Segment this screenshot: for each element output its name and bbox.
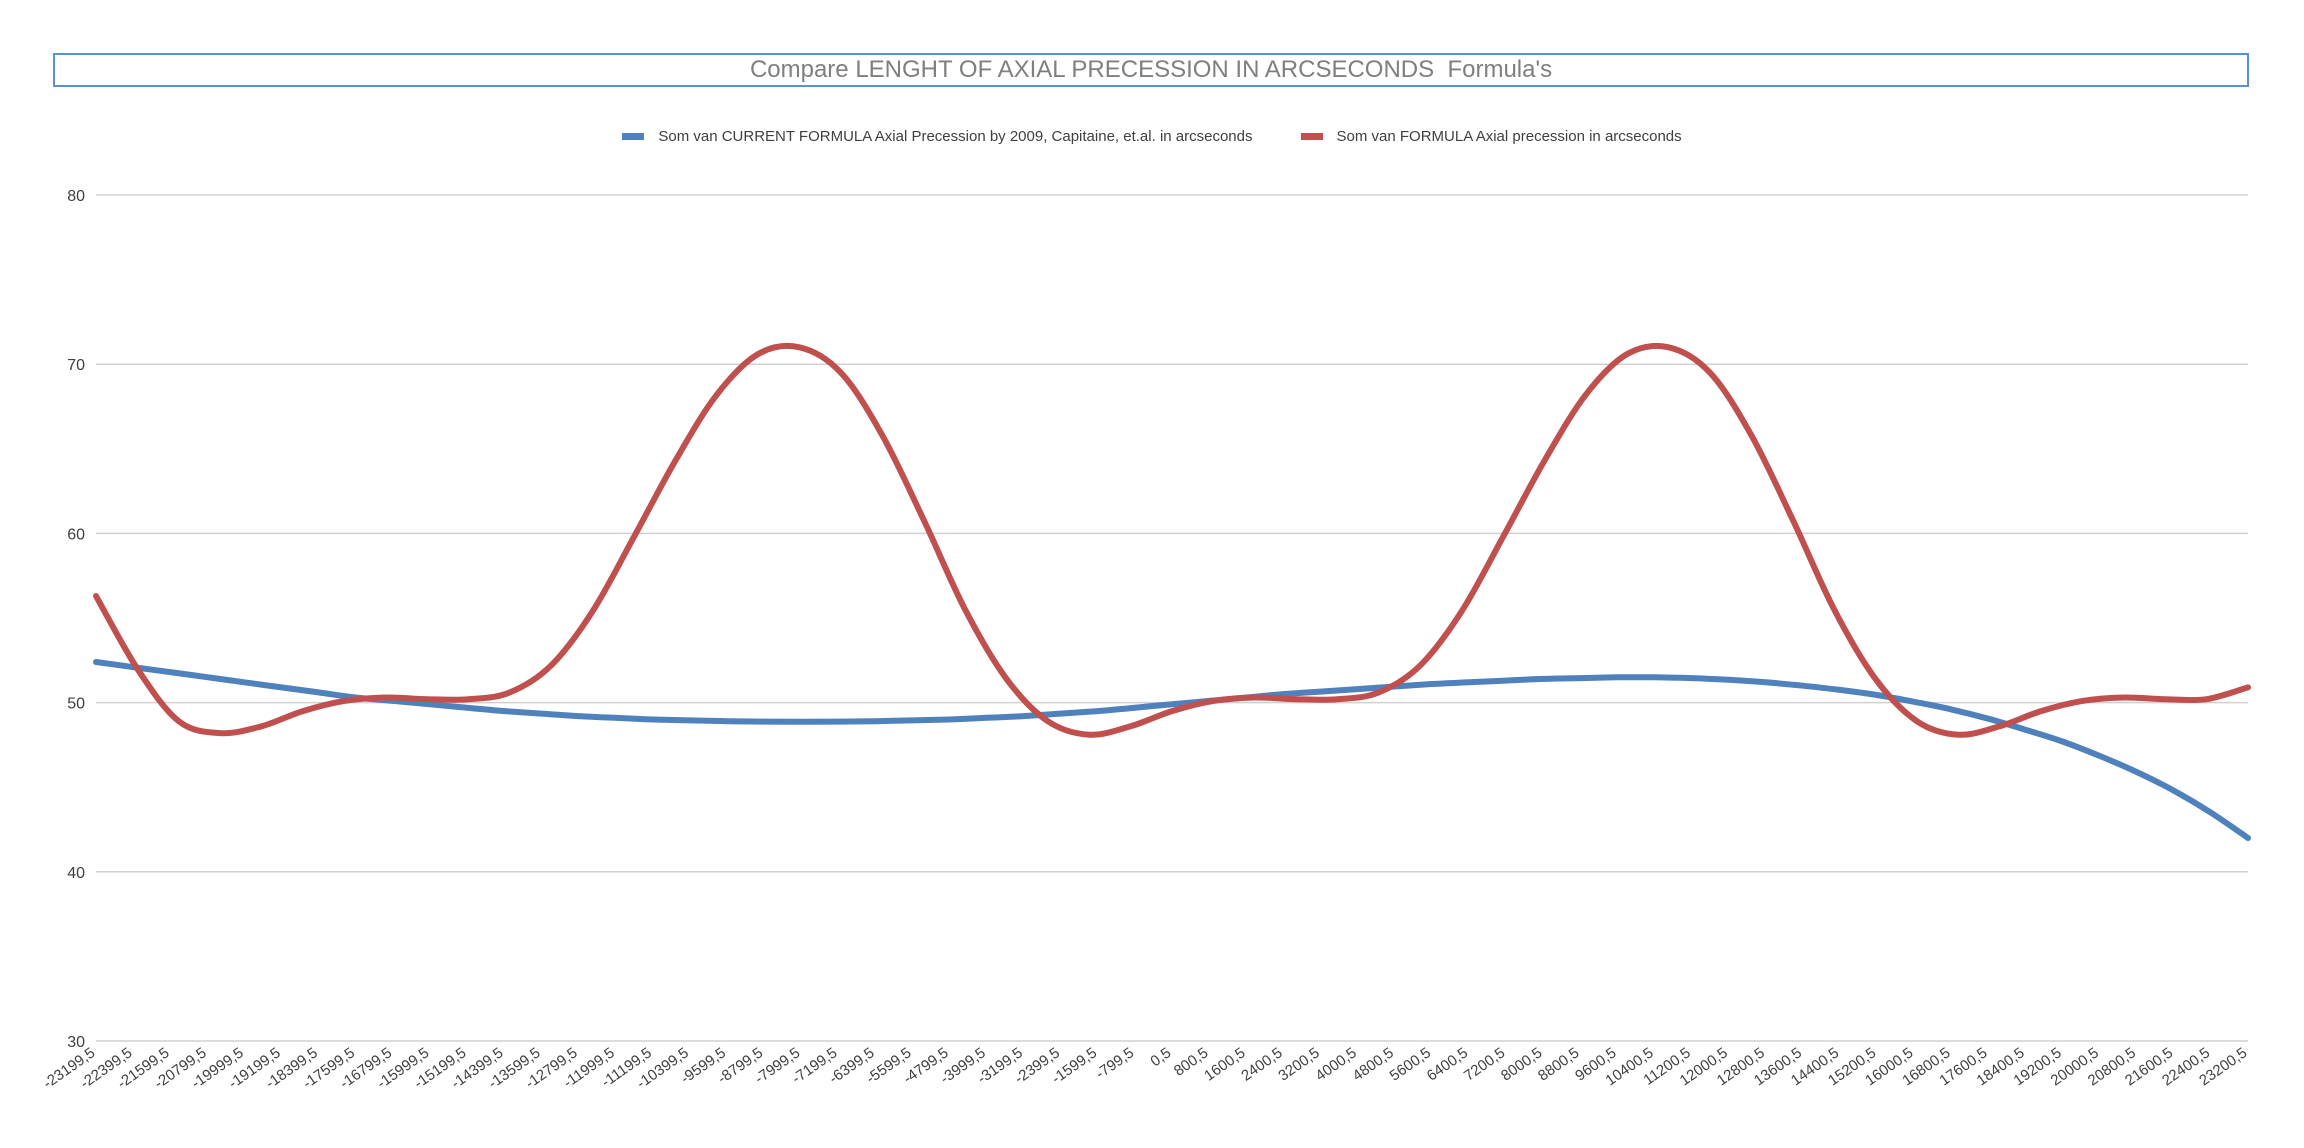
y-tick-label: 80 [67,188,85,205]
y-tick-label: 60 [67,526,85,543]
x-tick-label: 1600,5 [1201,1044,1248,1084]
legend-swatch-current-formula [622,132,645,140]
legend: Som van CURRENT FORMULA Axial Precession… [0,122,2304,150]
x-tick-label: 8800,5 [1535,1044,1582,1084]
y-tick-label: 40 [67,865,85,882]
x-tick-label: 3200,5 [1275,1044,1322,1084]
legend-item-current-formula: Som van CURRENT FORMULA Axial Precession… [622,127,1253,145]
x-tick-label: 5600,5 [1387,1044,1434,1084]
x-tick-label: 8000,5 [1498,1044,1545,1084]
legend-item-formula: Som van FORMULA Axial precession in arcs… [1300,127,1682,145]
series-line-current-formula [93,659,2251,841]
series-line-formula [93,342,2251,738]
x-tick-label: 4000,5 [1312,1044,1359,1084]
legend-swatch-formula [1300,132,1323,140]
x-tick-label: 2400,5 [1238,1044,1285,1084]
x-tick-label: 6400,5 [1424,1044,1471,1084]
x-tick-label: 7200,5 [1461,1044,1508,1084]
legend-label-current-formula: Som van CURRENT FORMULA Axial Precession… [658,127,1253,145]
y-tick-label: 30 [67,1034,85,1051]
x-tick-label: -799,5 [1093,1044,1138,1082]
y-tick-label: 50 [67,696,85,713]
chart-title: Compare LENGHT OF AXIAL PRECESSION IN AR… [53,53,2249,87]
x-tick-label: 4800,5 [1350,1044,1397,1084]
legend-label-formula: Som van FORMULA Axial precession in arcs… [1336,127,1682,145]
y-tick-label: 70 [67,357,85,374]
